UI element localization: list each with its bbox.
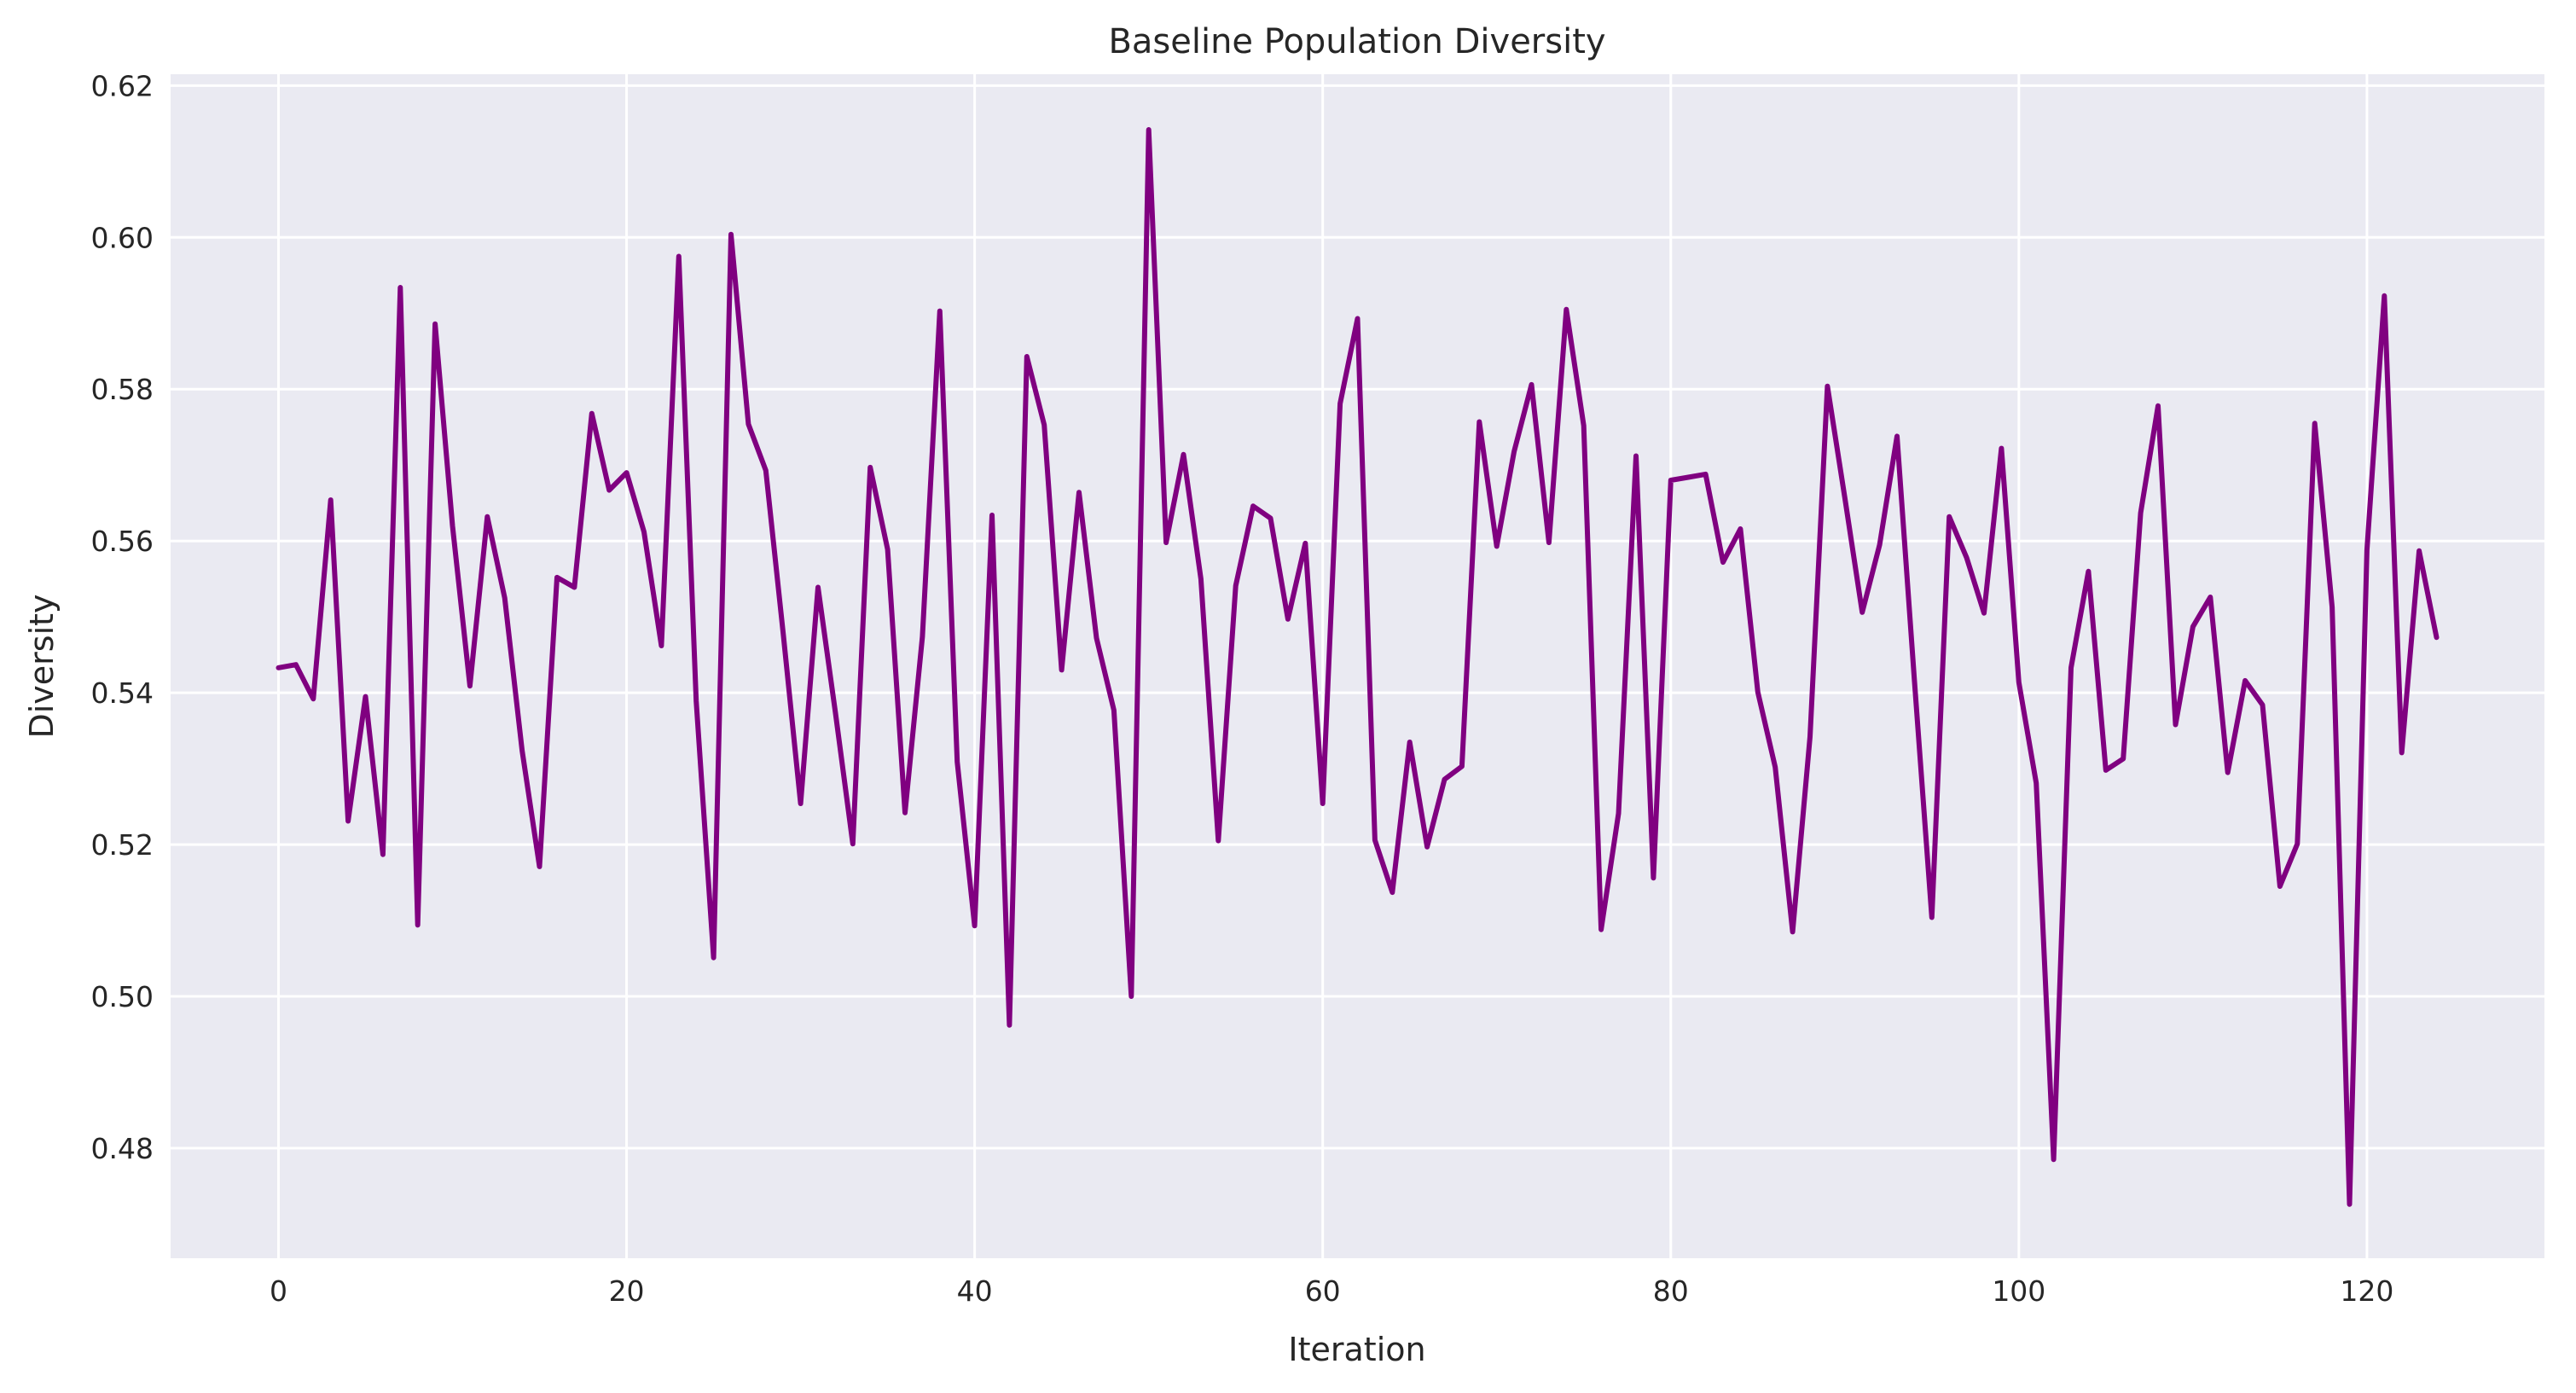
x-tick-label: 100: [1992, 1274, 2045, 1308]
y-tick-label: 0.52: [91, 828, 154, 862]
chart-title: Baseline Population Diversity: [1108, 22, 1605, 61]
x-tick-label: 80: [1653, 1274, 1689, 1308]
y-tick-labels: 0.48 0.50 0.52 0.54 0.56 0.58 0.60 0.62: [91, 69, 154, 1165]
gridlines: [171, 74, 2544, 1258]
plot-background: [171, 74, 2544, 1258]
x-tick-label: 20: [609, 1274, 645, 1308]
x-tick-labels: 0 20 40 60 80 100 120: [270, 1274, 2393, 1308]
x-tick-label: 60: [1305, 1274, 1341, 1308]
x-tick-label: 40: [957, 1274, 993, 1308]
y-axis-label: Diversity: [23, 594, 61, 738]
x-tick-label: 0: [270, 1274, 287, 1308]
y-tick-label: 0.62: [91, 69, 154, 102]
y-tick-label: 0.56: [91, 525, 154, 558]
data-series: [276, 127, 2440, 1207]
y-tick-label: 0.58: [91, 373, 154, 406]
diversity-series-line: [276, 127, 2440, 1207]
y-tick-label: 0.48: [91, 1132, 154, 1165]
x-tick-label: 120: [2340, 1274, 2393, 1308]
y-tick-label: 0.60: [91, 221, 154, 254]
y-tick-label: 0.54: [91, 676, 154, 710]
y-tick-label: 0.50: [91, 980, 154, 1013]
x-axis-label: Iteration: [1288, 1331, 1425, 1368]
